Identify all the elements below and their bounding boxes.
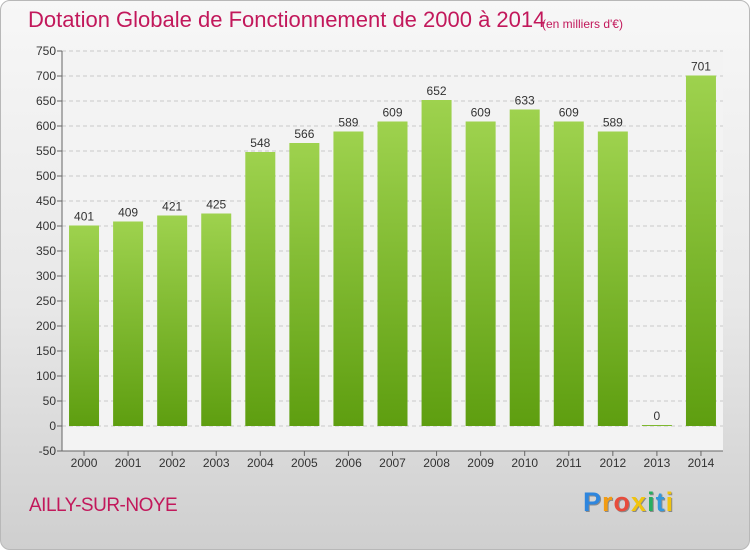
x-tick-label: 2000 <box>71 456 98 470</box>
y-tick-label: 550 <box>36 144 56 158</box>
logo-letter: i <box>665 487 675 517</box>
x-tick-label: 2006 <box>335 456 362 470</box>
bar <box>333 131 364 426</box>
x-tick-label: 2002 <box>159 456 186 470</box>
bar-value-label: 701 <box>691 60 711 74</box>
bar <box>421 100 452 426</box>
bar <box>69 225 100 426</box>
x-tick-label: 2007 <box>379 456 406 470</box>
y-tick-label: -50 <box>39 444 57 458</box>
bar <box>465 121 496 426</box>
bar-value-label: 401 <box>74 210 94 224</box>
logo-letter: x <box>631 487 648 517</box>
x-tick-label: 2001 <box>115 456 142 470</box>
bar-value-label: 589 <box>603 116 623 130</box>
y-tick-label: 600 <box>36 119 56 133</box>
logo-letter: t <box>655 487 666 517</box>
bar <box>157 215 188 426</box>
y-tick-label: 700 <box>36 69 56 83</box>
chart-subtitle: (en milliers d'€) <box>542 17 623 31</box>
y-tick-label: 350 <box>36 244 56 258</box>
bar-value-label: 421 <box>162 200 182 214</box>
bar <box>377 121 408 426</box>
bar-value-label: 652 <box>427 84 447 98</box>
y-tick-label: 0 <box>49 419 56 433</box>
logo-letter: r <box>602 487 614 517</box>
x-tick-label: 2008 <box>423 456 450 470</box>
y-tick-label: 750 <box>36 44 56 58</box>
x-tick-label: 2013 <box>644 456 671 470</box>
logo-letter: P <box>583 487 603 517</box>
x-tick-label: 2003 <box>203 456 230 470</box>
y-tick-label: 500 <box>36 169 56 183</box>
bar-value-label: 0 <box>654 409 661 423</box>
bar <box>289 143 320 426</box>
y-tick-label: 150 <box>36 344 56 358</box>
y-tick-label: 100 <box>36 369 56 383</box>
bar <box>201 213 232 426</box>
commune-name: AILLY-SUR-NOYE <box>29 495 178 516</box>
x-tick-label: 2011 <box>556 456 582 470</box>
y-tick-label: 200 <box>36 319 56 333</box>
bar-value-label: 425 <box>206 198 226 212</box>
bar-value-label: 633 <box>515 94 535 108</box>
y-tick-label: 250 <box>36 294 56 308</box>
bar <box>245 152 276 426</box>
bar-value-label: 566 <box>294 127 314 141</box>
y-tick-label: 400 <box>36 219 56 233</box>
bar-value-label: 609 <box>559 106 579 120</box>
bar-value-label: 609 <box>382 106 402 120</box>
chart-title: Dotation Globale de Fonctionnement de 20… <box>28 7 546 32</box>
bar-value-label: 409 <box>118 206 138 220</box>
x-tick-label: 2014 <box>688 456 715 470</box>
y-tick-label: 300 <box>36 269 56 283</box>
x-tick-label: 2004 <box>247 456 274 470</box>
bar-value-label: 609 <box>471 106 491 120</box>
bar-value-label: 589 <box>338 116 358 130</box>
bar <box>113 221 144 426</box>
bar <box>553 121 584 426</box>
bar <box>685 75 716 426</box>
y-tick-label: 650 <box>36 94 56 108</box>
bar <box>641 425 672 426</box>
bar-value-label: 548 <box>250 136 270 150</box>
y-tick-label: 450 <box>36 194 56 208</box>
bar <box>597 131 628 426</box>
x-tick-label: 2012 <box>599 456 626 470</box>
bar <box>509 109 540 426</box>
logo-letter: i <box>647 487 656 517</box>
x-tick-label: 2010 <box>511 456 538 470</box>
logo-letter: o <box>613 487 632 517</box>
x-tick-label: 2009 <box>467 456 494 470</box>
proxiti-logo: Proxiti <box>583 487 674 518</box>
y-tick-label: 50 <box>43 394 57 408</box>
x-tick-label: 2005 <box>291 456 318 470</box>
